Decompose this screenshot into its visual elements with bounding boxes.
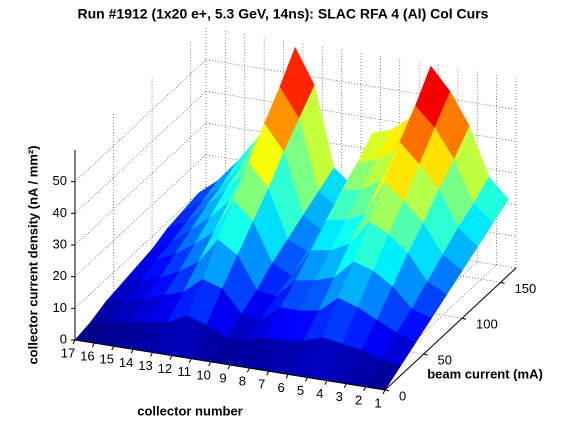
x-tick-label: 3 <box>336 389 343 404</box>
y-tick-label: 0 <box>399 388 406 403</box>
tick-mark <box>343 383 347 388</box>
tick-mark <box>461 317 467 320</box>
z-tick-label: 10 <box>53 300 67 315</box>
x-axis-label: collector number <box>137 403 242 418</box>
tick-mark <box>363 386 367 392</box>
x-tick-label: 15 <box>100 352 114 367</box>
tick-mark <box>72 339 76 345</box>
grid-line <box>74 91 207 214</box>
x-tick-label: 9 <box>219 370 226 385</box>
tick-mark <box>382 389 386 395</box>
x-tick-label: 12 <box>158 361 172 376</box>
x-tick-label: 4 <box>316 386 323 401</box>
chart-title: Run #1912 (1x20 e+, 5.3 GeV, 14ns): SLAC… <box>78 6 489 22</box>
tick-mark <box>305 377 308 382</box>
z-tick-label: 30 <box>53 236 67 251</box>
z-tick-label: 40 <box>53 205 67 220</box>
z-tick-label: 0 <box>60 331 67 346</box>
axis-line <box>384 267 517 391</box>
tick-mark <box>324 380 328 385</box>
tick-mark <box>91 342 95 348</box>
x-tick-label: 16 <box>80 349 94 364</box>
tick-mark <box>423 353 428 356</box>
z-tick-label: 20 <box>53 268 67 283</box>
y-tick-label: 50 <box>438 353 452 368</box>
grid-line <box>74 59 207 182</box>
tick-mark <box>169 355 173 360</box>
tick-mark <box>150 352 153 357</box>
y-tick-label: 150 <box>515 281 537 296</box>
x-tick-label: 7 <box>258 377 265 392</box>
tick-mark <box>285 374 289 379</box>
x-tick-label: 17 <box>61 345 75 360</box>
tick-mark <box>384 389 390 392</box>
x-tick-label: 14 <box>119 355 133 370</box>
tick-mark <box>266 371 270 376</box>
tick-mark <box>246 367 250 373</box>
z-tick-label: 50 <box>53 173 67 188</box>
x-tick-label: 1 <box>374 395 381 410</box>
x-tick-label: 11 <box>178 364 192 379</box>
x-tick-label: 10 <box>196 367 210 382</box>
y-axis-label: beam current (mA) <box>427 366 543 381</box>
tick-mark <box>111 346 115 351</box>
grid-line <box>205 59 517 110</box>
x-tick-label: 13 <box>138 358 152 373</box>
tick-mark <box>227 364 231 370</box>
y-tick-label: 100 <box>476 317 498 332</box>
tick-mark <box>188 358 192 363</box>
tick-mark <box>130 349 134 354</box>
x-tick-label: 6 <box>278 380 285 395</box>
tick-mark <box>500 281 505 284</box>
x-tick-label: 5 <box>297 383 304 398</box>
z-axis-label: collector current density (nA / mm²) <box>25 145 40 364</box>
x-tick-label: 2 <box>355 392 362 407</box>
x-tick-label: 8 <box>239 374 246 389</box>
tick-mark <box>208 361 212 367</box>
